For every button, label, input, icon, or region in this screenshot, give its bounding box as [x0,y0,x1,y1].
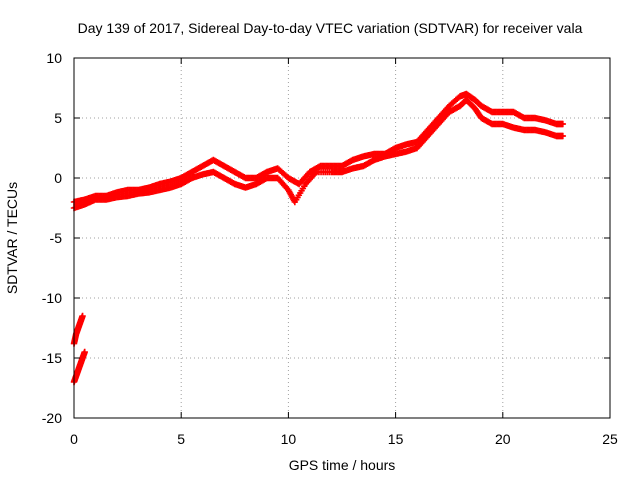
axis-ticks [73,57,611,419]
data-point [559,120,567,128]
x-tick-label: 5 [177,431,185,447]
x-axis-label: GPS time / hours [289,457,396,473]
y-tick-label: 0 [54,170,62,186]
series-2 [70,96,567,212]
x-tick-label: 25 [602,431,618,447]
y-tick-label: -10 [42,290,62,306]
series-4 [70,348,88,386]
data-point [79,312,86,320]
y-tick-label: -20 [42,410,62,426]
data-points [70,90,567,386]
y-tick-label: 10 [46,50,62,66]
y-tick-label: -5 [50,230,63,246]
chart-title: Day 139 of 2017, Sidereal Day-to-day VTE… [78,20,583,36]
x-tick-label: 10 [281,431,297,447]
y-tick-label: 5 [54,110,62,126]
data-point [559,132,567,140]
y-axis-label: SDTVAR / TECUs [4,182,20,294]
data-point [81,348,88,356]
x-tick-label: 15 [388,431,404,447]
x-tick-label: 20 [495,431,511,447]
grid [74,58,610,418]
series-1 [70,90,567,206]
series-3 [70,312,86,347]
y-tick-label: -15 [42,350,62,366]
x-tick-label: 0 [70,431,78,447]
tick-labels: 0 5 10 15 20 25 -20 -15 -10 -5 0 5 10 [42,50,618,447]
